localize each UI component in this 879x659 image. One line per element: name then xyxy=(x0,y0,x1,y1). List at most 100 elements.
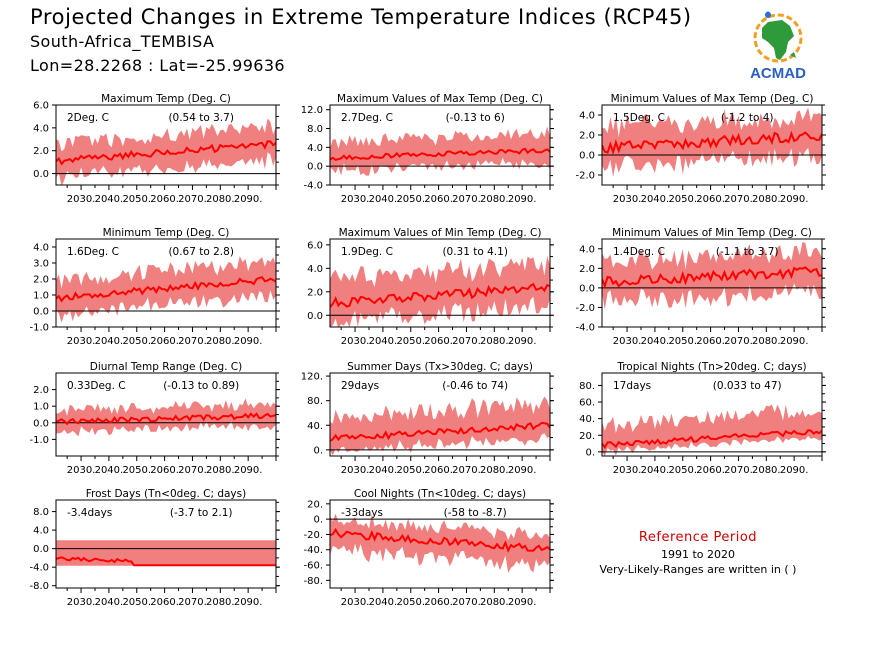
y-tick-label: 1.0 xyxy=(33,402,49,413)
x-tick-label: 2040. xyxy=(95,597,124,608)
ensemble-median-line xyxy=(330,147,550,161)
x-tick-label: 2080. xyxy=(480,194,509,205)
x-tick-label: 2060. xyxy=(150,465,179,476)
x-tick-label: 2070. xyxy=(178,465,207,476)
plot-area xyxy=(330,256,550,327)
very-likely-range-label: (0.033 to 47) xyxy=(713,380,782,392)
chart-panel: 0.0 2.0 4.0 6.0 2030. 2040. 2050. 2060. 2070. 208… xyxy=(307,227,554,347)
plot-area xyxy=(330,126,550,176)
y-tick-label: 0. xyxy=(313,515,323,526)
very-likely-range-label: (0.67 to 2.8) xyxy=(168,246,234,258)
x-tick-label: 2080. xyxy=(480,465,509,476)
y-tick-label: 12.0 xyxy=(301,105,323,116)
x-tick-label: 2030. xyxy=(67,465,96,476)
chart-title: Tropical Nights (Tn>20deg. C; days) xyxy=(616,361,806,373)
x-tick-label: 2060. xyxy=(424,597,453,608)
x-tick-label: 2040. xyxy=(369,597,398,608)
reference-period-block: Reference Period 1991 to 2020 Very-Likel… xyxy=(590,530,806,576)
y-tick-label: 4.0 xyxy=(33,243,49,254)
very-likely-range-label: (-0.13 to 6) xyxy=(446,112,505,124)
reference-period-years: 1991 to 2020 xyxy=(660,548,736,561)
plot-frame xyxy=(55,499,277,589)
x-tick-label: 2040. xyxy=(369,336,398,347)
change-label: 2.7Deg. C xyxy=(341,112,393,124)
change-label: -33days xyxy=(341,507,383,519)
y-tick-label: -40. xyxy=(303,545,323,556)
plot-area xyxy=(330,513,550,573)
x-tick-label: 2050. xyxy=(396,336,425,347)
uncertainty-band xyxy=(602,404,822,456)
x-tick-label: 2030. xyxy=(613,194,642,205)
plot-area xyxy=(56,540,276,567)
chart-title: Maximum Temp (Deg. C) xyxy=(101,93,231,105)
x-tick-label: 2060. xyxy=(696,465,725,476)
ensemble-median-line xyxy=(56,140,276,166)
plot-frame xyxy=(329,238,551,328)
y-tick-label: -4.0 xyxy=(29,563,49,574)
ensemble-median-line xyxy=(56,556,276,567)
very-likely-range-label: (-58 to -8.7) xyxy=(444,507,507,519)
x-tick-label: 2080. xyxy=(752,336,781,347)
x-tick-label: 2070. xyxy=(452,465,481,476)
x-tick-label: 2070. xyxy=(178,194,207,205)
plot-frame xyxy=(329,104,551,186)
acmad-logo: ACMAD xyxy=(750,11,806,82)
plot-frame xyxy=(601,372,823,457)
x-tick-label: 2090. xyxy=(780,465,809,476)
x-tick-label: 2050. xyxy=(668,194,697,205)
uncertainty-band xyxy=(330,126,550,176)
x-tick-label: 2040. xyxy=(95,336,124,347)
x-tick-label: 2070. xyxy=(178,336,207,347)
plot-frame xyxy=(55,104,277,186)
x-tick-label: 2030. xyxy=(341,597,370,608)
x-tick-label: 2050. xyxy=(122,194,151,205)
y-tick-label: 20. xyxy=(579,431,595,442)
plot-area xyxy=(602,242,822,310)
x-tick-label: 2050. xyxy=(122,465,151,476)
chart-title: Diurnal Temp Range (Deg. C) xyxy=(90,361,242,373)
y-tick-label: 2.0 xyxy=(579,131,595,142)
x-tick-label: 2040. xyxy=(641,336,670,347)
x-tick-label: 2040. xyxy=(369,465,398,476)
very-likely-range-note: Very-Likely-Ranges are written in ( ) xyxy=(599,563,797,576)
change-label: 0.33Deg. C xyxy=(67,380,126,392)
chart-panel: 0.0 2.0 4.0 6.0 2030. 2040. 2050. 2060. 2070. 208… xyxy=(33,93,280,205)
uncertainty-band xyxy=(330,256,550,327)
x-tick-label: 2080. xyxy=(752,194,781,205)
y-tick-label: -2.0 xyxy=(575,171,595,182)
y-tick-label: 0. xyxy=(585,447,595,458)
x-tick-label: 2050. xyxy=(396,597,425,608)
x-tick-label: 2030. xyxy=(67,336,96,347)
change-label: 1.6Deg. C xyxy=(67,246,119,258)
x-tick-label: 2060. xyxy=(150,597,179,608)
chart-title: Maximum Values of Min Temp (Deg. C) xyxy=(339,227,542,239)
x-tick-label: 2090. xyxy=(234,597,263,608)
y-tick-label: -60. xyxy=(303,561,323,572)
y-tick-label: 0. xyxy=(313,445,323,456)
plot-area xyxy=(56,118,276,185)
change-label: -3.4days xyxy=(67,507,112,519)
y-tick-label: -4.0 xyxy=(303,181,323,192)
y-tick-label: 1.0 xyxy=(33,291,49,302)
very-likely-range-label: (-1.1 to 3.7) xyxy=(716,246,779,258)
x-tick-label: 2090. xyxy=(508,597,537,608)
chart-title: Frost Days (Tn<0deg. C; days) xyxy=(86,488,246,500)
plot-frame xyxy=(329,372,551,457)
uncertainty-band xyxy=(330,396,550,456)
y-tick-label: 0.0 xyxy=(579,151,595,162)
x-tick-label: 2050. xyxy=(122,336,151,347)
chart-title: Minimum Values of Max Temp (Deg. C) xyxy=(611,93,814,105)
x-tick-label: 2040. xyxy=(95,194,124,205)
chart-panel: -80. -60. -40. -20. 0. 20. 2030. 2040. 2050. 2060… xyxy=(303,488,554,608)
x-tick-label: 2060. xyxy=(696,194,725,205)
very-likely-range-label: (0.54 to 3.7) xyxy=(168,112,234,124)
ensemble-median-line xyxy=(330,421,550,442)
y-tick-label: 4.0 xyxy=(307,143,323,154)
x-tick-label: 2040. xyxy=(641,194,670,205)
change-label: 1.9Deg. C xyxy=(341,246,393,258)
x-tick-label: 2030. xyxy=(613,465,642,476)
very-likely-range-label: (0.31 to 4.1) xyxy=(442,246,508,258)
very-likely-range-label: (-0.13 to 0.89) xyxy=(163,380,239,392)
y-tick-label: 40. xyxy=(307,421,323,432)
